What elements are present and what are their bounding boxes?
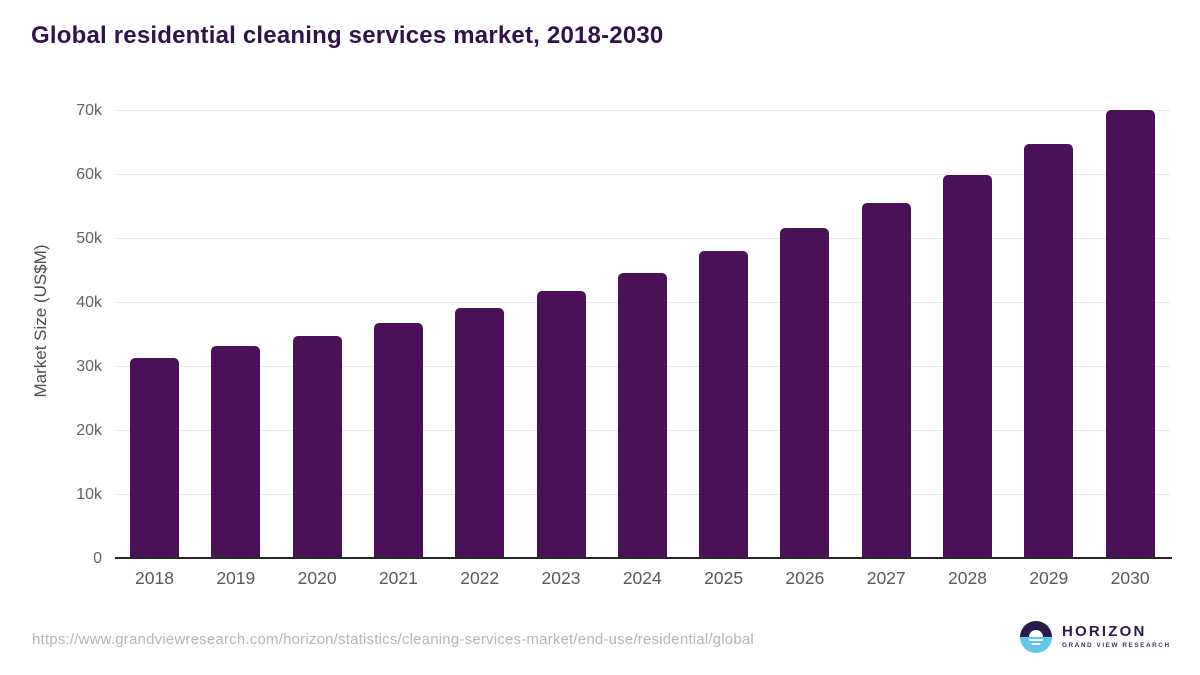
bar-2027 [861, 203, 911, 557]
gridline-70k [115, 109, 1170, 111]
x-tick-2025: 2025 [704, 568, 744, 588]
bar-2026 [780, 228, 830, 557]
x-tick-2019: 2019 [216, 568, 256, 588]
y-tick-0: 0 [93, 550, 102, 567]
x-tick-2018: 2018 [135, 568, 174, 588]
x-tick-2027: 2027 [866, 568, 906, 588]
bar-2021 [373, 322, 423, 557]
x-tick-2023: 2023 [541, 568, 581, 588]
source-url: https://www.grandviewresearch.com/horizo… [32, 631, 754, 648]
x-tick-2026: 2026 [785, 568, 825, 588]
bar-2030 [1105, 109, 1155, 557]
logo-subtitle-text: GRAND VIEW RESEARCH [1062, 642, 1171, 649]
bar-2024 [617, 272, 667, 557]
x-tick-2021: 2021 [378, 568, 418, 588]
logo-sun-shape [1029, 630, 1043, 637]
x-tick-2024: 2024 [622, 568, 662, 588]
bar-2018 [130, 358, 179, 557]
y-tick-70k: 70k [76, 101, 102, 119]
y-tick-40k: 40k [76, 293, 102, 311]
logo-sky-half [1020, 621, 1052, 637]
x-tick-2028: 2028 [948, 568, 987, 588]
logo-brand-text: HORIZON [1062, 623, 1147, 640]
bar-2028 [943, 175, 992, 557]
y-tick-10k: 10k [76, 485, 102, 503]
chart-title: Global residential cleaning services mar… [31, 22, 664, 49]
bar-2025 [699, 250, 749, 557]
plot-area [115, 96, 1172, 559]
y-tick-30k: 30k [76, 357, 102, 375]
bar-2020 [292, 336, 342, 557]
horizon-logo-icon [1020, 621, 1052, 653]
x-axis-line [115, 557, 1172, 559]
logo-sea-half [1020, 637, 1052, 653]
y-tick-60k: 60k [76, 165, 102, 183]
x-tick-2020: 2020 [297, 568, 337, 588]
y-tick-20k: 20k [76, 421, 102, 439]
gridline-60k [115, 173, 1170, 175]
bar-2022 [455, 307, 505, 557]
x-tick-2030: 2030 [1110, 568, 1150, 588]
bar-2023 [536, 291, 586, 557]
horizon-logo: HORIZON GRAND VIEW RESEARCH [1020, 621, 1171, 653]
logo-reflection-line-2 [1031, 643, 1041, 645]
gridline-50k [115, 237, 1170, 239]
x-tick-2029: 2029 [1029, 568, 1069, 588]
x-tick-2022: 2022 [460, 568, 500, 588]
logo-text: HORIZON GRAND VIEW RESEARCH [1062, 624, 1171, 650]
logo-reflection-line-1 [1029, 639, 1043, 641]
bar-2029 [1024, 144, 1074, 557]
y-tick-50k: 50k [76, 229, 102, 247]
bar-2019 [211, 345, 261, 557]
